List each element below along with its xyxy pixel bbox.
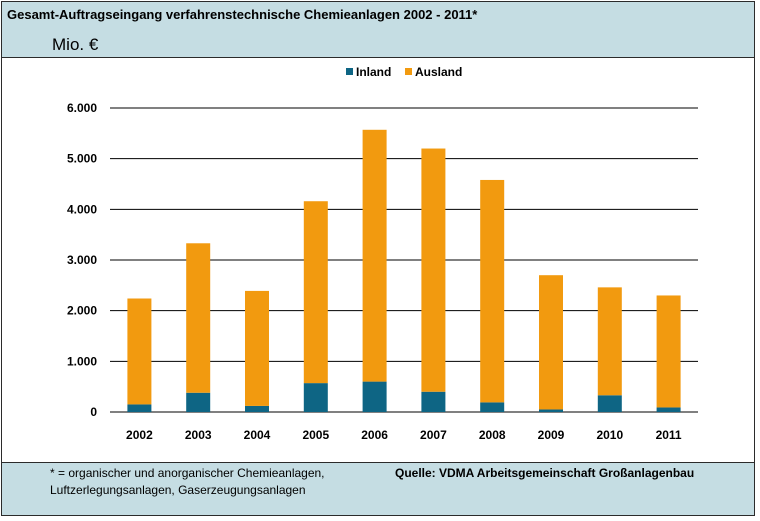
legend-swatch-inland xyxy=(346,68,353,75)
bar-ausland-2007 xyxy=(421,148,446,392)
bar-ausland-2003 xyxy=(186,243,211,393)
x-tick-label-2006: 2006 xyxy=(361,428,388,442)
bar-ausland-2010 xyxy=(597,287,622,396)
legend-swatch-ausland xyxy=(405,68,412,75)
bar-ausland-2009 xyxy=(539,275,563,410)
unit-label: Mio. € xyxy=(52,35,99,54)
footnote-line-2: Luftzerlegungsanlagen, Gaserzeugungsanla… xyxy=(50,483,306,497)
x-tick-label-2002: 2002 xyxy=(126,428,153,442)
legend-label-inland: Inland xyxy=(356,65,391,79)
bar-inland-2005 xyxy=(303,383,328,412)
footnote-line-1: * = organischer und anorganischer Chemie… xyxy=(50,466,325,480)
bar-inland-2006 xyxy=(362,381,387,412)
bar-inland-2007 xyxy=(421,391,446,412)
x-tick-label-2008: 2008 xyxy=(479,428,506,442)
bar-inland-2011 xyxy=(656,407,681,412)
bar-inland-2004 xyxy=(245,405,269,412)
y-tick-label-0: 0 xyxy=(90,405,97,419)
bar-ausland-2008 xyxy=(480,179,505,403)
chart-footer: * = organischer und anorganischer Chemie… xyxy=(2,462,754,515)
x-tick-label-2003: 2003 xyxy=(185,428,212,442)
y-tick-label-1000: 1.000 xyxy=(67,354,97,368)
y-tick-label-3000: 3.000 xyxy=(67,253,97,267)
bar-ausland-2004 xyxy=(245,290,269,406)
bar-ausland-2002 xyxy=(127,298,152,405)
x-tick-label-2011: 2011 xyxy=(656,428,682,442)
bar-ausland-2005 xyxy=(303,201,328,384)
bar-inland-2003 xyxy=(186,392,211,412)
source-label: Quelle: VDMA Arbeitsgemeinschaft Großanl… xyxy=(395,466,695,480)
chart-title: Gesamt-Auftragseingang verfahrenstechnis… xyxy=(7,7,478,22)
y-tick-label-5000: 5.000 xyxy=(67,152,97,166)
x-tick-label-2004: 2004 xyxy=(244,428,271,442)
legend-label-ausland: Ausland xyxy=(415,65,462,79)
bar-inland-2009 xyxy=(539,409,563,412)
bar-inland-2008 xyxy=(480,402,505,412)
x-tick-label-2007: 2007 xyxy=(420,428,447,442)
bar-inland-2002 xyxy=(127,404,152,412)
x-tick-label-2009: 2009 xyxy=(538,428,565,442)
chart-header: Gesamt-Auftragseingang verfahrenstechnis… xyxy=(2,2,754,58)
y-tick-label-2000: 2.000 xyxy=(67,304,97,318)
y-tick-label-6000: 6.000 xyxy=(67,101,97,115)
x-tick-label-2005: 2005 xyxy=(302,428,329,442)
bar-ausland-2011 xyxy=(656,295,681,408)
bar-ausland-2006 xyxy=(362,129,387,382)
bar-inland-2010 xyxy=(597,395,622,412)
y-tick-label-4000: 4.000 xyxy=(67,202,97,216)
x-tick-label-2010: 2010 xyxy=(596,428,623,442)
